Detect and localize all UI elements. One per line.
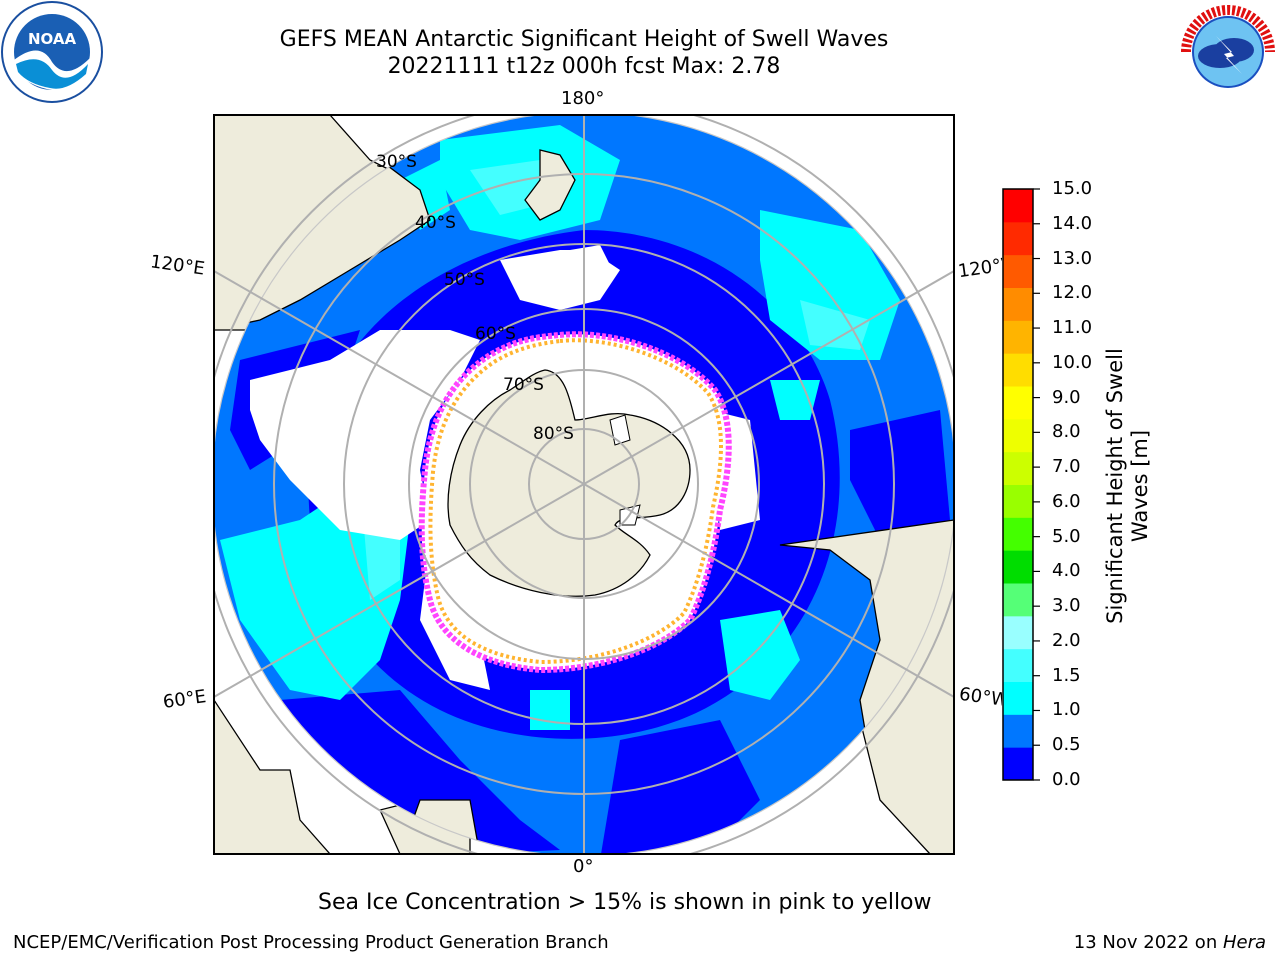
antarctica-landmass xyxy=(447,369,691,597)
lat-label-70s: 70°S xyxy=(503,375,544,395)
colorbar-tick-label: 15.0 xyxy=(1052,178,1093,199)
footer-date: 13 Nov 2022 on Hera xyxy=(1074,933,1266,953)
colorbar-tick-label: 2.0 xyxy=(1052,629,1081,651)
graticule xyxy=(214,115,954,854)
lat-label-30s: 30°S xyxy=(376,152,417,172)
colorbar-tick-label: 11.0 xyxy=(1052,317,1093,339)
colorbar-segment xyxy=(1003,517,1033,551)
colorbar-frame xyxy=(1002,188,1034,781)
colorbar-segment xyxy=(1003,254,1033,288)
colorbar-segment xyxy=(1003,714,1033,748)
footer-machine: Hera xyxy=(1222,932,1266,953)
lat-label-80s: 80°S xyxy=(533,424,574,444)
map-frame xyxy=(213,114,955,855)
colorbar-segment xyxy=(1003,484,1033,518)
footer-credit: NCEP/EMC/Verification Post Processing Pr… xyxy=(13,932,609,953)
lat-label-50s: 50°S xyxy=(444,270,485,290)
sea-ice-edge-pink xyxy=(418,331,732,674)
colorbar-segment xyxy=(1003,550,1033,584)
new-zealand xyxy=(524,149,576,221)
lon-label-120w: 120°W xyxy=(956,252,1002,283)
colorbar-segment xyxy=(1003,418,1033,453)
colorbar-tick-label: 7.0 xyxy=(1052,456,1081,478)
colorbar-tick-label: 8.0 xyxy=(1052,421,1081,443)
colorbar-tick-label: 13.0 xyxy=(1052,247,1093,269)
colorbar-tick-label: 1.0 xyxy=(1052,699,1081,721)
colorbar-tick-label: 9.0 xyxy=(1052,386,1081,408)
colorbar-tick-label: 6.0 xyxy=(1052,490,1081,512)
colorbar-tick-label: 14.0 xyxy=(1052,212,1093,234)
colorbar-segment xyxy=(1003,353,1033,387)
sea-ice-footnote: Sea Ice Concentration > 15% is shown in … xyxy=(318,890,932,915)
colorbar-label: Significant Height of Swell Waves [m] xyxy=(1103,336,1153,636)
noaa-logo: NOAA xyxy=(1,1,103,103)
colorbar-segment xyxy=(1003,320,1033,354)
colorbar-tick-label: 1.5 xyxy=(1052,664,1081,686)
colorbar-segment xyxy=(1003,287,1033,321)
lon-label-60w: 60°W xyxy=(957,683,1002,712)
title-line-2: 20221111 t12z 000h fcst Max: 2.78 xyxy=(387,54,781,79)
colorbar-tick-label: 5.0 xyxy=(1052,525,1081,547)
title-line-1: GEFS MEAN Antarctic Significant Height o… xyxy=(279,27,889,52)
colorbar-segment xyxy=(1003,221,1033,256)
colorbar-segment xyxy=(1003,648,1033,682)
footer-date-text: 13 Nov 2022 on xyxy=(1073,932,1223,953)
sea-ice-edge-yellow xyxy=(428,338,723,665)
colorbar-tick-label: 0.5 xyxy=(1052,734,1081,756)
nws-logo xyxy=(1178,2,1278,102)
colorbar-tick-label: 12.0 xyxy=(1052,282,1093,304)
colorbar-segment xyxy=(1003,747,1033,781)
colorbar-tick-label: 3.0 xyxy=(1052,595,1081,617)
colorbar-segment xyxy=(1003,386,1033,420)
colorbar-segment xyxy=(1003,451,1033,485)
noaa-logo-text: NOAA xyxy=(28,30,77,48)
colorbar-segment xyxy=(1003,189,1033,223)
colorbar-tick-label: 0.0 xyxy=(1052,769,1081,790)
colorbar-label-text: Significant Height of Swell Waves [m] xyxy=(1103,348,1152,624)
lat-label-40s: 40°S xyxy=(415,213,456,233)
colorbar-tick-label: 10.0 xyxy=(1052,351,1093,373)
masked-region xyxy=(250,330,480,540)
lon-label-0: 0° xyxy=(573,856,594,877)
lon-label-180: 180° xyxy=(561,88,605,109)
colorbar-segment xyxy=(1003,681,1033,715)
lat-label-60s: 60°S xyxy=(475,324,516,344)
colorbar xyxy=(1003,188,1040,781)
colorbar-tick-label: 4.0 xyxy=(1052,560,1081,582)
colorbar-segment xyxy=(1003,615,1033,650)
colorbar-segment xyxy=(1003,583,1033,617)
